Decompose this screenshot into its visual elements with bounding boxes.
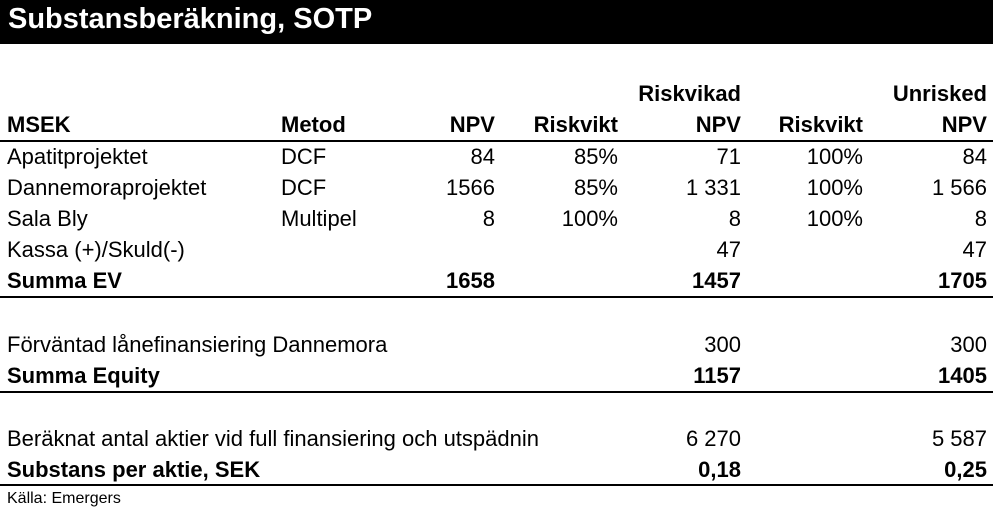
summa-ev-npv: 1658 xyxy=(446,268,495,293)
row-metod: DCF xyxy=(281,144,327,169)
row-metod: Multipel xyxy=(281,206,357,231)
lanefinansiering-label: Förväntad lånefinansiering Dannemora xyxy=(7,332,388,357)
source-note: Källa: Emergers xyxy=(7,490,121,507)
row-riskvikt-1: 100% xyxy=(561,206,618,231)
substans-rule xyxy=(0,484,993,486)
summa-equity-unrisked: 1405 xyxy=(938,363,987,388)
title-bar: Substansberäkning, SOTP xyxy=(0,0,993,44)
row-metod: DCF xyxy=(281,175,327,200)
summa-equity-label: Summa Equity xyxy=(7,363,160,388)
substans-riskvikad: 0,18 xyxy=(698,457,741,482)
summa-ev-label: Summa EV xyxy=(7,268,122,293)
row-label: Dannemoraprojektet xyxy=(7,175,207,200)
header-riskvikt-1: Riskvikt xyxy=(533,112,618,137)
row-unrisked-npv: 8 xyxy=(974,206,987,231)
antal-aktier-riskvikad: 6 270 xyxy=(685,426,741,451)
row-riskvikt-1: 85% xyxy=(573,175,618,200)
header-riskvikad-bottom: NPV xyxy=(695,112,741,137)
row-npv: 8 xyxy=(482,206,495,231)
row-unrisked-npv: 1 566 xyxy=(931,175,987,200)
summa-ev-riskvikad: 1457 xyxy=(692,268,741,293)
header-riskvikad-top: Riskvikad xyxy=(638,81,741,106)
header-msek: MSEK xyxy=(7,112,71,137)
header-unrisked-bottom: NPV xyxy=(941,112,987,137)
antal-aktier-unrisked: 5 587 xyxy=(931,426,987,451)
lanefinansiering-riskvikad: 300 xyxy=(704,332,741,357)
row-riskvikad-npv: 71 xyxy=(716,144,741,169)
row-npv: 1566 xyxy=(446,175,495,200)
row-riskvikt-2: 100% xyxy=(806,144,863,169)
substans-unrisked: 0,25 xyxy=(944,457,987,482)
row-label: Apatitprojektet xyxy=(7,144,148,169)
substans-label: Substans per aktie, SEK xyxy=(7,457,261,482)
row-label: Kassa (+)/Skuld(-) xyxy=(7,237,185,262)
row-npv: 84 xyxy=(470,144,495,169)
header-unrisked-top: Unrisked xyxy=(892,81,987,106)
lanefinansiering-unrisked: 300 xyxy=(950,332,987,357)
summa-equity-riskvikad: 1157 xyxy=(693,363,741,388)
row-unrisked-npv: 84 xyxy=(962,144,987,169)
header-riskvikt-2: Riskvikt xyxy=(778,112,863,137)
summa-equity-rule xyxy=(0,391,993,393)
row-riskvikad-npv: 1 331 xyxy=(685,175,741,200)
row-riskvikad-npv: 8 xyxy=(728,206,741,231)
header-npv: NPV xyxy=(449,112,495,137)
row-label: Sala Bly xyxy=(7,206,88,231)
antal-aktier-label: Beräknat antal aktier vid full finansier… xyxy=(7,426,539,451)
row-unrisked-npv: 47 xyxy=(962,237,987,262)
page-title: Substansberäkning, SOTP xyxy=(8,3,373,35)
row-riskvikt-1: 85% xyxy=(573,144,618,169)
summa-ev-unrisked: 1705 xyxy=(938,268,987,293)
summa-ev-rule xyxy=(0,296,993,298)
row-riskvikt-2: 100% xyxy=(806,206,863,231)
row-riskvikt-2: 100% xyxy=(806,175,863,200)
row-riskvikad-npv: 47 xyxy=(716,237,741,262)
header-metod: Metod xyxy=(281,112,346,137)
header-rule xyxy=(0,140,993,142)
